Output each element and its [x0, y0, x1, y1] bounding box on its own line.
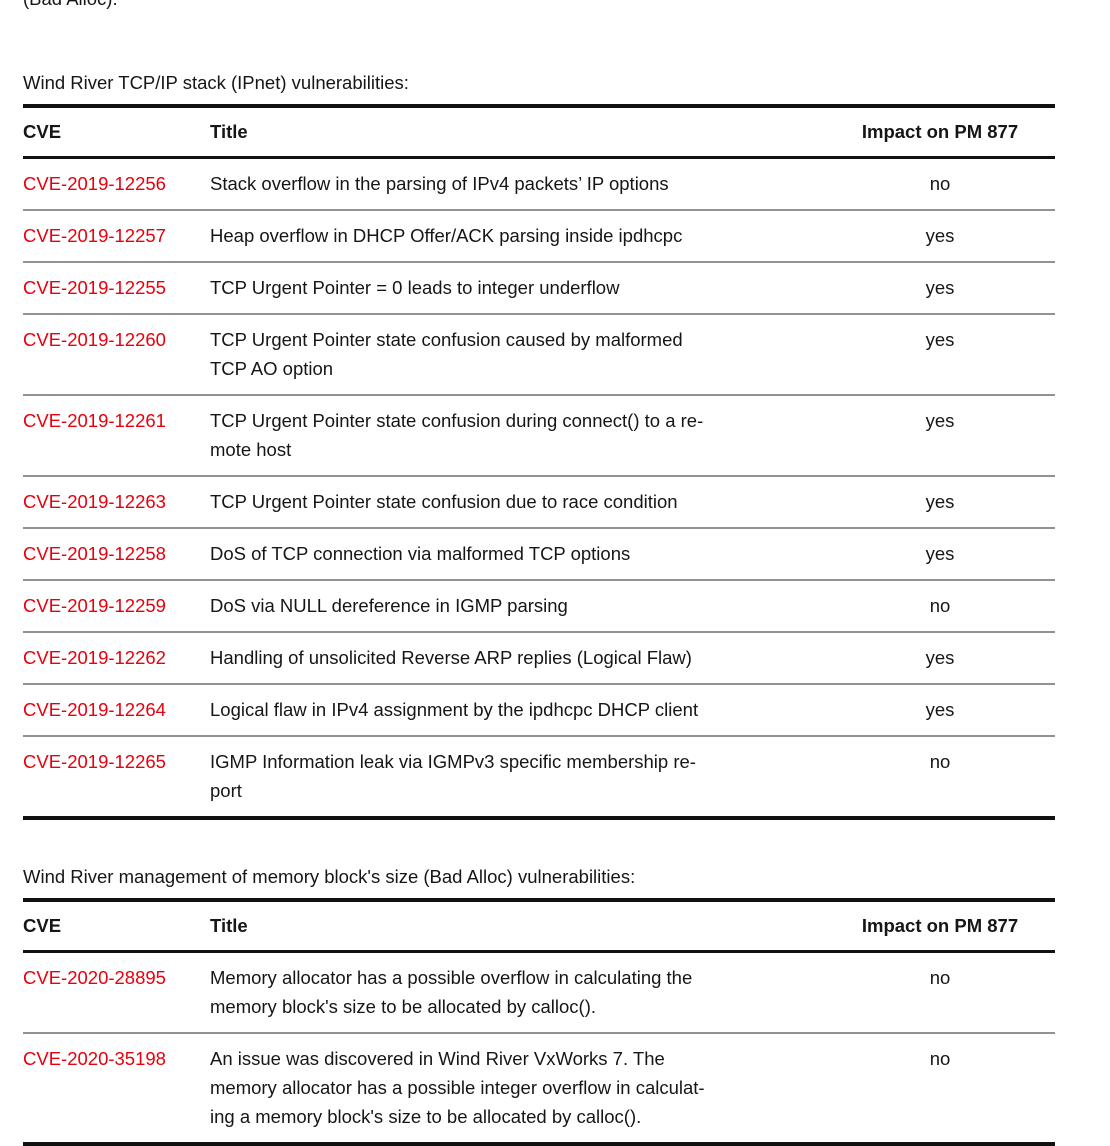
vulnerability-title: An issue was discovered in Wind River Vx… [210, 1033, 845, 1146]
impact-value: yes [845, 684, 1055, 737]
table-header-row: CVE Title Impact on PM 877 [23, 900, 1055, 953]
impact-value: no [845, 580, 1055, 633]
cve-link[interactable]: CVE-2019-12258 [23, 543, 166, 564]
vulnerability-row: CVE-2019-12259 DoS via NULL dereference … [23, 580, 1055, 633]
vulnerability-row: CVE-2019-12264 Logical flaw in IPv4 assi… [23, 684, 1055, 737]
column-header-cve: CVE [23, 106, 210, 159]
vulnerability-title: DoS via NULL dereference in IGMP parsing [210, 580, 845, 633]
cve-link[interactable]: CVE-2020-35198 [23, 1048, 166, 1069]
bad-alloc-section-heading: Wind River management of memory block's … [23, 866, 636, 887]
vulnerability-row: CVE-2019-12255 TCP Urgent Pointer = 0 le… [23, 262, 1055, 315]
impact-value: yes [845, 476, 1055, 529]
impact-value: yes [845, 395, 1055, 477]
impact-value: no [845, 157, 1055, 211]
impact-value: yes [845, 210, 1055, 263]
vulnerability-title: TCP Urgent Pointer state confusion durin… [210, 395, 845, 477]
vulnerability-row: CVE-2019-12256 Stack overflow in the par… [23, 157, 1055, 211]
cve-link[interactable]: CVE-2019-12259 [23, 595, 166, 616]
cve-link[interactable]: CVE-2019-12262 [23, 647, 166, 668]
impact-value: yes [845, 632, 1055, 685]
ipnet-vulnerabilities-table: CVE Title Impact on PM 877 CVE-2019-1225… [23, 104, 1055, 820]
section-bad-alloc-vulnerabilities: Wind River management of memory block's … [23, 866, 1055, 1146]
cve-link[interactable]: CVE-2019-12261 [23, 410, 166, 431]
previous-paragraph-fragment: (Bad Alloc). [23, 0, 1055, 14]
column-header-impact: Impact on PM 877 [845, 106, 1055, 159]
vulnerability-title: TCP Urgent Pointer state confusion cause… [210, 314, 845, 396]
impact-value: no [845, 736, 1055, 820]
vulnerability-title: Heap overflow in DHCP Offer/ACK parsing … [210, 210, 845, 263]
cve-link[interactable]: CVE-2019-12265 [23, 751, 166, 772]
vulnerability-title: TCP Urgent Pointer state confusion due t… [210, 476, 845, 529]
vulnerability-row: CVE-2019-12260 TCP Urgent Pointer state … [23, 314, 1055, 396]
vulnerability-title: Memory allocator has a possible overflow… [210, 951, 845, 1034]
impact-value: yes [845, 314, 1055, 396]
vulnerability-row: CVE-2020-35198 An issue was discovered i… [23, 1033, 1055, 1146]
vulnerability-row: CVE-2019-12258 DoS of TCP connection via… [23, 528, 1055, 581]
cve-link[interactable]: CVE-2019-12264 [23, 699, 166, 720]
cve-link[interactable]: CVE-2019-12256 [23, 173, 166, 194]
vulnerability-title: DoS of TCP connection via malformed TCP … [210, 528, 845, 581]
column-header-impact: Impact on PM 877 [845, 900, 1055, 953]
vulnerability-row: CVE-2020-28895 Memory allocator has a po… [23, 951, 1055, 1034]
vulnerability-row: CVE-2019-12262 Handling of unsolicited R… [23, 632, 1055, 685]
column-header-title: Title [210, 106, 845, 159]
vulnerability-row: CVE-2019-12261 TCP Urgent Pointer state … [23, 395, 1055, 477]
impact-value: no [845, 951, 1055, 1034]
section-ipnet-vulnerabilities: Wind River TCP/IP stack (IPnet) vulnerab… [23, 72, 1055, 820]
vulnerability-title: TCP Urgent Pointer = 0 leads to integer … [210, 262, 845, 315]
vulnerability-row: CVE-2019-12265 IGMP Information leak via… [23, 736, 1055, 820]
cve-link[interactable]: CVE-2019-12255 [23, 277, 166, 298]
bad-alloc-vulnerabilities-table: CVE Title Impact on PM 877 CVE-2020-2889… [23, 898, 1055, 1146]
impact-value: no [845, 1033, 1055, 1146]
vulnerability-title: IGMP Information leak via IGMPv3 specifi… [210, 736, 845, 820]
table-header-row: CVE Title Impact on PM 877 [23, 106, 1055, 159]
vulnerability-title: Logical flaw in IPv4 assignment by the i… [210, 684, 845, 737]
cve-link[interactable]: CVE-2020-28895 [23, 967, 166, 988]
impact-value: yes [845, 528, 1055, 581]
vulnerability-title: Stack overflow in the parsing of IPv4 pa… [210, 157, 845, 211]
vulnerability-title: Handling of unsolicited Reverse ARP repl… [210, 632, 845, 685]
ipnet-section-heading: Wind River TCP/IP stack (IPnet) vulnerab… [23, 72, 409, 93]
previous-paragraph-text: (Bad Alloc). [23, 0, 1055, 9]
impact-value: yes [845, 262, 1055, 315]
column-header-cve: CVE [23, 900, 210, 953]
cve-link[interactable]: CVE-2019-12260 [23, 329, 166, 350]
cve-link[interactable]: CVE-2019-12257 [23, 225, 166, 246]
vulnerability-row: CVE-2019-12257 Heap overflow in DHCP Off… [23, 210, 1055, 263]
cve-link[interactable]: CVE-2019-12263 [23, 491, 166, 512]
column-header-title: Title [210, 900, 845, 953]
vulnerability-row: CVE-2019-12263 TCP Urgent Pointer state … [23, 476, 1055, 529]
